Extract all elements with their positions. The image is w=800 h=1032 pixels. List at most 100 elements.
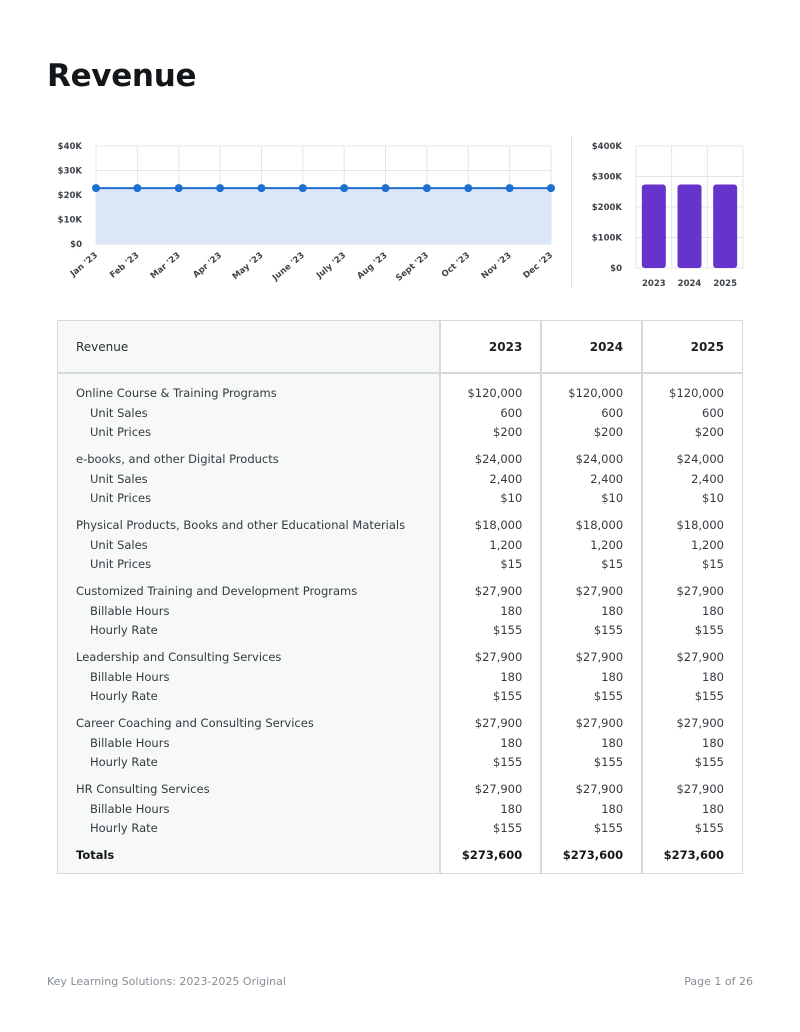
table-body-row: Online Course & Training Programs Unit Sa… [57, 373, 743, 873]
data-point [133, 184, 142, 193]
group-value: $120,000 [467, 386, 523, 400]
group-name: Customized Training and Development Prog… [76, 584, 358, 598]
sub-row-label: Unit Prices [90, 425, 152, 439]
header-year-2025: 2025 [642, 320, 743, 374]
totals-value: $273,600 [562, 848, 624, 862]
row-gap [441, 707, 522, 715]
row-gap [76, 773, 439, 781]
group-value: $120,000 [568, 386, 624, 400]
y-tick-label: $0 [610, 264, 622, 274]
x-tick-label: Apr '23 [191, 251, 224, 281]
sub-row-value: $155 [694, 689, 724, 703]
table-bottom-padding [643, 866, 724, 873]
row-gap [643, 839, 724, 847]
x-tick-label: Nov '23 [480, 251, 514, 282]
group-value: $27,900 [676, 584, 724, 598]
sub-row-value: $155 [593, 689, 624, 703]
data-point [340, 184, 349, 193]
sub-row-value: 180 [601, 603, 624, 618]
group-value: $27,900 [474, 650, 523, 664]
row-gap [441, 839, 522, 847]
data-point [298, 184, 307, 193]
sub-row-label: Unit Prices [90, 557, 152, 571]
data-point [257, 184, 266, 193]
sub-row-label: Hourly Rate [90, 755, 158, 769]
group-value: $27,900 [474, 782, 523, 796]
sub-row-label: Unit Sales [90, 471, 148, 486]
sub-row-value: $200 [593, 425, 624, 439]
y-tick-label: $30K [58, 167, 83, 177]
sub-row-value: 2,400 [489, 471, 523, 486]
y-tick-label: $300K [592, 173, 623, 183]
page-title: Revenue [47, 58, 197, 94]
row-gap [76, 839, 439, 847]
x-tick-label: 2024 [678, 279, 702, 289]
y-tick-label: $20K [58, 191, 83, 201]
footer-page-number: Page 1 of 26 [684, 975, 753, 988]
label-column: Online Course & Training Programs Unit Sa… [57, 373, 442, 873]
group-value: $24,000 [676, 452, 724, 466]
sub-row-value: $10 [702, 491, 724, 505]
group-value: $27,900 [474, 584, 523, 598]
sub-row-label: Unit Sales [90, 537, 148, 552]
sub-row-value: $155 [593, 623, 624, 637]
sub-row-value: $10 [601, 491, 624, 505]
row-gap [441, 773, 522, 781]
group-value: $18,000 [474, 518, 523, 532]
chart-divider [571, 136, 572, 288]
row-gap [76, 509, 439, 517]
row-gap [643, 641, 724, 649]
y-tick-label: $200K [592, 203, 623, 213]
sub-row-value: $15 [500, 557, 523, 571]
sub-row-value: 2,400 [691, 471, 724, 486]
header-year-2024: 2024 [541, 320, 644, 374]
group-name: Career Coaching and Consulting Services [76, 716, 314, 730]
sub-row-value: 180 [601, 801, 624, 816]
row-gap [76, 641, 439, 649]
sub-row-label: Hourly Rate [90, 689, 158, 703]
sub-row-value: $10 [500, 491, 523, 505]
data-point [381, 184, 390, 193]
row-gap [542, 509, 623, 517]
group-value: $27,900 [676, 716, 724, 730]
sub-row-value: $200 [493, 425, 523, 439]
data-point [505, 184, 514, 193]
table-bottom-padding [441, 866, 522, 873]
year-column-2024: $120,000 600 $200 $24,000 2,400 $10 $18,000 1,2… [541, 373, 644, 873]
x-tick-label: Mar '23 [149, 251, 183, 282]
group-name: e-books, and other Digital Products [76, 452, 279, 466]
sub-row-value: 180 [601, 735, 624, 750]
sub-row-value: 600 [500, 405, 523, 420]
sub-row-label: Hourly Rate [90, 821, 158, 835]
row-gap [542, 773, 623, 781]
y-tick-label: $0 [70, 240, 82, 250]
row-gap [643, 509, 724, 517]
group-value: $120,000 [669, 386, 724, 400]
sub-row-label: Unit Prices [90, 491, 152, 505]
sub-row-value: $155 [694, 755, 724, 769]
row-gap [542, 575, 623, 583]
totals-value: $273,600 [461, 848, 523, 862]
sub-row-value: 180 [702, 603, 724, 618]
group-name: Physical Products, Books and other Educa… [76, 518, 406, 532]
sub-row-value: 180 [500, 735, 523, 750]
header-year-2023: 2023 [440, 320, 543, 374]
table-bottom-padding [76, 866, 439, 873]
group-value: $27,900 [575, 584, 624, 598]
x-tick-label: Sept '23 [394, 251, 431, 284]
monthly-revenue-chart: $0 $10K $20K $30K $40K Jan '23 Feb '23 Mar '23 A… [58, 142, 555, 284]
row-gap [76, 575, 439, 583]
x-tick-label: Aug '23 [355, 251, 389, 282]
sub-row-value: 600 [702, 405, 724, 420]
data-point [422, 184, 431, 193]
row-gap [441, 509, 522, 517]
sub-row-value: 1,200 [590, 537, 624, 552]
sub-row-value: $155 [493, 623, 523, 637]
sub-row-value: 180 [702, 801, 724, 816]
year-column-2023: $120,000 600 $200 $24,000 2,400 $10 $18,000 1,2… [440, 373, 543, 873]
sub-row-value: $15 [601, 557, 624, 571]
totals-value: $273,600 [663, 848, 724, 862]
group-value: $27,900 [575, 716, 624, 730]
x-tick-label: 2023 [642, 279, 666, 289]
x-tick-label: June '23 [270, 251, 307, 284]
